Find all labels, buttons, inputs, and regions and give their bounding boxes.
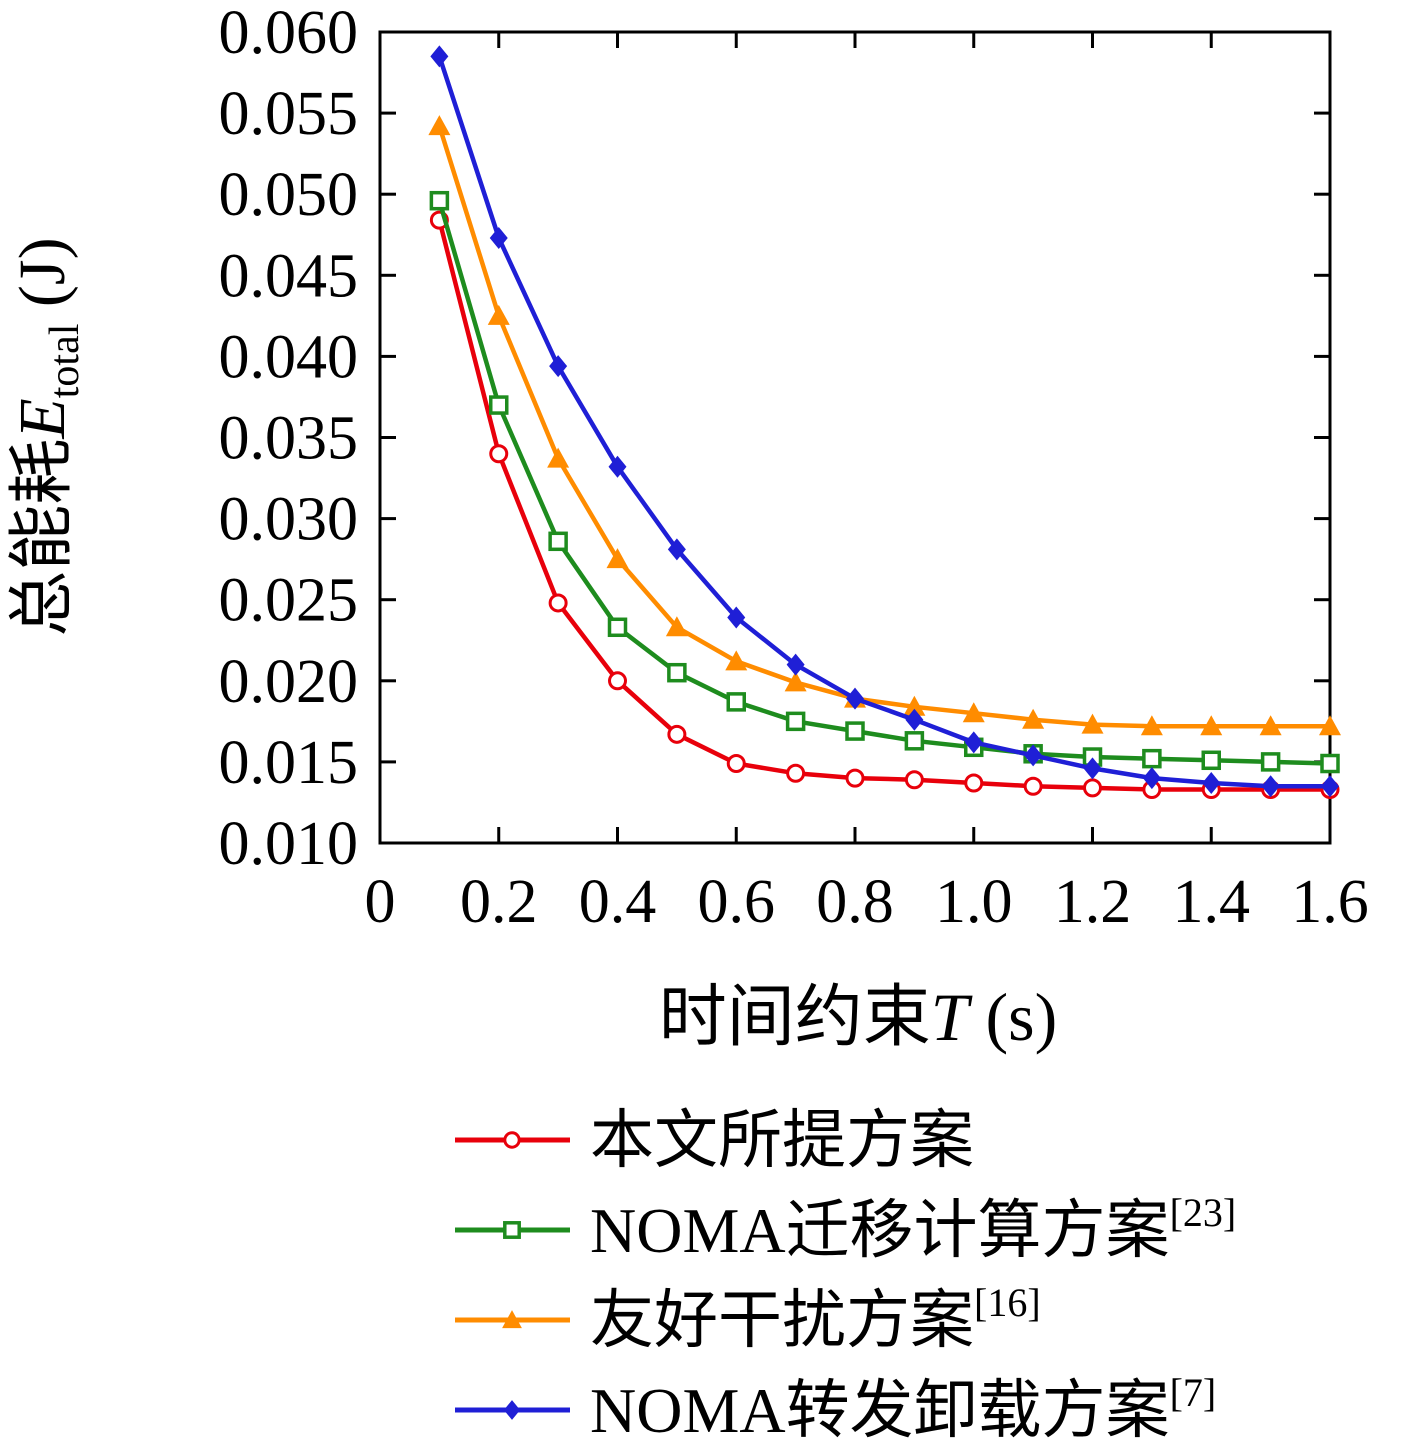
x-axis-label: 时间约束T (s) xyxy=(659,979,1058,1055)
triangle-marker xyxy=(725,650,748,671)
y-tick-label: 0.040 xyxy=(219,323,359,391)
x-tick-label: 0 xyxy=(365,868,396,936)
diamond-marker xyxy=(608,455,627,478)
legend-item: 本文所提方案 xyxy=(455,1105,974,1176)
x-tick-label: 0.2 xyxy=(460,868,538,936)
square-marker xyxy=(489,395,509,415)
legend-label: 友好干扰方案[16] xyxy=(590,1280,1041,1356)
series-3 xyxy=(430,45,1339,798)
legend-item: NOMA转发卸载方案[7] xyxy=(455,1370,1216,1442)
circle-marker xyxy=(904,770,924,790)
triangle-marker xyxy=(487,304,510,325)
square-marker xyxy=(904,731,925,751)
triangle-marker xyxy=(962,702,985,723)
square-marker xyxy=(667,662,687,683)
circle-marker xyxy=(503,1131,521,1149)
diamond-marker xyxy=(1261,775,1280,798)
y-tick-label: 0.060 xyxy=(219,0,359,67)
series-line xyxy=(437,219,1330,792)
square-marker xyxy=(503,1221,521,1239)
y-tick-label: 0.010 xyxy=(219,810,359,878)
x-tick-label: 0.8 xyxy=(816,868,894,936)
circle-marker xyxy=(548,593,568,613)
circle-marker xyxy=(608,671,627,691)
y-tick-label: 0.055 xyxy=(219,80,359,148)
series-2 xyxy=(428,115,1341,736)
square-marker xyxy=(1201,750,1221,771)
triangle-marker xyxy=(606,548,629,569)
y-tick-label: 0.050 xyxy=(219,161,359,229)
circle-marker xyxy=(726,754,746,774)
y-tick-label: 0.020 xyxy=(219,648,359,716)
diamond-marker xyxy=(489,226,508,249)
diamond-marker xyxy=(430,45,449,68)
y-tick-label: 0.015 xyxy=(219,729,359,797)
triangle-marker xyxy=(428,115,451,136)
diamond-marker xyxy=(503,1400,521,1420)
circle-marker xyxy=(786,763,806,783)
legend: 本文所提方案 NOMA迁移计算方案[23] 友好干扰方案[16] NOMA转发卸载方案… xyxy=(455,1105,1236,1442)
triangle-marker xyxy=(1022,708,1045,729)
circle-marker xyxy=(845,768,865,788)
circle-marker xyxy=(964,773,984,793)
x-tick-label: 1.2 xyxy=(1054,868,1132,936)
y-tick-label: 0.045 xyxy=(219,242,359,310)
diamond-marker xyxy=(727,606,746,629)
x-tick-label: 1.4 xyxy=(1173,868,1251,936)
circle-marker xyxy=(667,724,687,744)
diamond-marker xyxy=(667,538,686,561)
diamond-marker xyxy=(549,355,568,378)
diamond-marker xyxy=(1024,744,1043,767)
series-line xyxy=(437,200,1331,766)
circle-marker xyxy=(489,444,509,464)
diamond-marker xyxy=(1083,757,1102,780)
y-axis-label: 总能耗Etotal (J) xyxy=(6,237,88,636)
circle-marker xyxy=(1023,776,1043,796)
square-marker xyxy=(607,617,628,638)
series-1 xyxy=(429,190,1340,774)
series-line xyxy=(437,125,1330,729)
diamond-marker xyxy=(1202,771,1221,794)
triangle-marker xyxy=(903,695,926,716)
circle-marker xyxy=(1083,778,1102,798)
square-marker xyxy=(1320,753,1340,774)
x-tick-label: 1.6 xyxy=(1291,868,1369,936)
triangle-marker xyxy=(1319,715,1341,736)
y-tick-label: 0.030 xyxy=(219,486,359,554)
square-marker xyxy=(726,692,746,712)
x-tick-label: 0.6 xyxy=(698,868,776,936)
legend-label: NOMA转发卸载方案[7] xyxy=(590,1370,1216,1442)
triangle-marker xyxy=(1259,715,1282,736)
x-tick-label: 1.0 xyxy=(935,868,1013,936)
y-tick-label: 0.025 xyxy=(219,567,359,635)
square-marker xyxy=(1260,752,1281,772)
triangle-marker xyxy=(665,616,688,637)
series-line xyxy=(437,55,1330,789)
diamond-marker xyxy=(1142,767,1161,790)
triangle-marker xyxy=(502,1310,522,1329)
diamond-marker xyxy=(846,687,864,710)
square-marker xyxy=(845,721,865,741)
square-marker xyxy=(785,711,806,732)
triangle-marker xyxy=(1200,715,1223,736)
legend-label: 本文所提方案 xyxy=(590,1105,974,1176)
diamond-marker xyxy=(964,731,983,754)
diamond-marker xyxy=(786,653,805,676)
triangle-marker xyxy=(547,447,570,468)
diamond-marker xyxy=(905,708,924,731)
legend-item: NOMA迁移计算方案[23] xyxy=(455,1190,1236,1266)
triangle-marker xyxy=(1081,713,1104,734)
legend-item: 友好干扰方案[16] xyxy=(455,1280,1041,1356)
triangle-marker xyxy=(1140,715,1163,736)
y-tick-label: 0.035 xyxy=(219,405,359,473)
diamond-marker xyxy=(1321,775,1339,798)
x-tick-label: 0.4 xyxy=(579,868,657,936)
square-marker xyxy=(429,190,450,211)
square-marker xyxy=(548,531,568,552)
triangle-marker xyxy=(784,671,807,692)
legend-label: NOMA迁移计算方案[23] xyxy=(590,1190,1236,1266)
square-marker xyxy=(1142,748,1162,769)
